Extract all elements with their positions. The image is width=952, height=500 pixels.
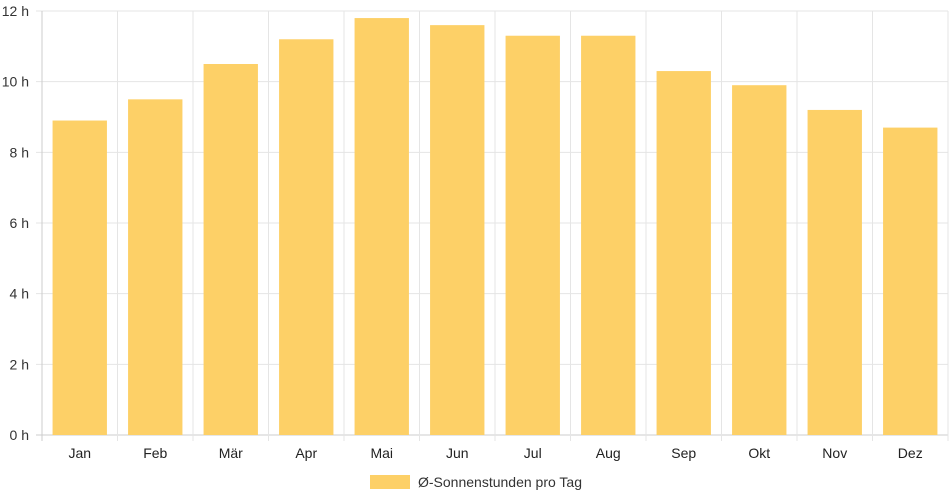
legend-swatch (370, 475, 410, 489)
x-tick-label: Nov (822, 445, 847, 461)
x-tick-label: Jul (524, 445, 542, 461)
x-tick-label: Dez (898, 445, 923, 461)
x-tick-label: Okt (748, 445, 770, 461)
bar[interactable] (807, 109, 862, 435)
bar[interactable] (505, 35, 560, 435)
legend[interactable]: Ø-Sonnenstunden pro Tag (0, 470, 952, 494)
y-axis: 0 h 2 h 4 h 6 h 8 h 10 h 12 h (2, 3, 29, 443)
bar[interactable] (656, 71, 711, 436)
bar[interactable] (732, 85, 787, 435)
y-tick-label: 8 h (10, 144, 29, 160)
bars-group (52, 18, 938, 436)
y-tick-label: 6 h (10, 215, 29, 231)
bar-chart: 0 h2 h4 h6 h8 h10 h12 h Jan Feb Mär Apr Mai J… (2, 3, 949, 461)
x-tick-label: Sep (671, 445, 696, 461)
y-tick-label: 10 h (2, 74, 29, 90)
grid-lines (36, 10, 949, 441)
x-tick-label: Jun (446, 445, 469, 461)
bar[interactable] (354, 18, 409, 436)
bar[interactable] (581, 35, 636, 435)
y-tick-label: 12 h (2, 3, 29, 19)
bar[interactable] (52, 120, 107, 436)
bar[interactable] (279, 39, 334, 436)
x-axis: Jan Feb Mär Apr Mai Jun Jul Aug Sep Okt Nov Dez (68, 445, 922, 461)
bar[interactable] (203, 64, 258, 435)
x-tick-label: Feb (143, 445, 167, 461)
x-tick-label: Apr (295, 445, 317, 461)
y-tick-label: 0 h (10, 427, 29, 443)
x-tick-label: Mai (370, 445, 393, 461)
x-tick-label: Aug (596, 445, 621, 461)
y-tick-label: 4 h (10, 286, 29, 302)
x-tick-label: Mär (219, 445, 243, 461)
x-tick-label: Jan (68, 445, 91, 461)
y-tick-label: 2 h (10, 356, 29, 372)
bar[interactable] (128, 99, 183, 435)
bar[interactable] (883, 127, 938, 435)
bar[interactable] (430, 25, 485, 436)
legend-label: Ø-Sonnenstunden pro Tag (418, 474, 582, 490)
